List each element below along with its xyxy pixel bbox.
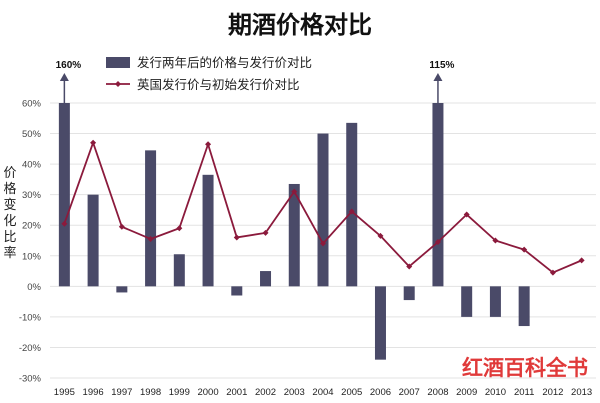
x-tick-label: 1997 bbox=[111, 387, 132, 398]
line-point bbox=[549, 269, 556, 276]
line-point bbox=[377, 232, 384, 239]
annotations: 160% 115% bbox=[56, 60, 455, 103]
y-tick-label: 20% bbox=[22, 221, 42, 232]
x-tick-label: 2006 bbox=[370, 387, 391, 398]
legend-label: 发行两年后的价格与发行价对比 bbox=[137, 55, 312, 70]
watermark: 红酒百科全书 bbox=[462, 356, 588, 380]
y-tick-label: 10% bbox=[22, 251, 42, 262]
chart-title: 期酒价格对比 bbox=[228, 11, 372, 39]
bar bbox=[87, 194, 99, 287]
x-tick-label: 2011 bbox=[514, 387, 534, 398]
bar bbox=[288, 183, 300, 287]
bar bbox=[260, 271, 272, 287]
bar bbox=[116, 286, 128, 293]
bar-series bbox=[58, 103, 530, 360]
line-point bbox=[262, 229, 269, 236]
x-tick-label: 2010 bbox=[485, 387, 506, 398]
line-point bbox=[61, 220, 68, 227]
x-tick-label: 2008 bbox=[427, 387, 448, 398]
line-point bbox=[291, 188, 298, 195]
y-tick-label: 50% bbox=[22, 129, 42, 140]
x-tick-label: 2007 bbox=[399, 387, 420, 398]
bar bbox=[518, 286, 530, 327]
bar bbox=[317, 133, 329, 287]
bar bbox=[173, 254, 185, 287]
x-tick-label: 2003 bbox=[284, 387, 305, 398]
y-label-char: 格 bbox=[3, 181, 16, 197]
y-tick-label: -30% bbox=[19, 374, 42, 385]
x-tick-label: 1998 bbox=[140, 387, 161, 398]
overflow-arrow-head bbox=[59, 73, 69, 81]
bar bbox=[403, 286, 415, 301]
line-point bbox=[205, 141, 212, 148]
overflow-value-label: 115% bbox=[429, 60, 454, 71]
bar bbox=[432, 103, 444, 287]
y-label-char: 价 bbox=[3, 166, 16, 181]
bar bbox=[145, 150, 157, 287]
line-point bbox=[118, 223, 125, 230]
y-tick-label: -20% bbox=[19, 343, 42, 354]
line-point bbox=[176, 225, 183, 232]
x-tick-label: 2012 bbox=[542, 387, 563, 398]
line-point bbox=[147, 235, 154, 242]
overflow-arrow-head bbox=[433, 73, 443, 81]
bar bbox=[374, 286, 386, 360]
x-tick-label: 2001 bbox=[226, 387, 247, 398]
y-axis-ticks: 60% 50% 40% 30% 20% 10% 0% -10% -20% -30% bbox=[19, 99, 42, 385]
y-tick-label: 0% bbox=[27, 282, 41, 293]
bar bbox=[461, 286, 473, 317]
legend-label: 英国发行价与初始发行价对比 bbox=[137, 77, 300, 92]
y-label-char: 变 bbox=[3, 197, 16, 213]
overflow-value-label: 160% bbox=[56, 60, 82, 71]
bar bbox=[58, 103, 70, 287]
line-point bbox=[90, 139, 97, 146]
line-point bbox=[578, 257, 585, 264]
line-point bbox=[463, 211, 470, 218]
y-label-char: 比 bbox=[3, 230, 16, 245]
x-tick-label: 1999 bbox=[169, 387, 190, 398]
y-tick-label: 60% bbox=[22, 99, 42, 110]
line-series bbox=[61, 139, 585, 276]
y-label-char: 率 bbox=[3, 245, 16, 261]
legend-bar-swatch bbox=[106, 57, 130, 68]
y-label-char: 化 bbox=[3, 214, 16, 229]
y-tick-label: -10% bbox=[19, 312, 42, 323]
line-point bbox=[348, 208, 355, 215]
line-point bbox=[233, 234, 240, 241]
line-point bbox=[434, 239, 441, 246]
x-tick-label: 1996 bbox=[83, 387, 104, 398]
x-tick-label: 2002 bbox=[255, 387, 276, 398]
y-tick-label: 30% bbox=[22, 190, 42, 201]
x-tick-label: 2000 bbox=[197, 387, 218, 398]
bar bbox=[202, 174, 214, 287]
line-point bbox=[492, 237, 499, 244]
line-point bbox=[406, 263, 413, 270]
x-tick-label: 2013 bbox=[571, 387, 592, 398]
x-tick-label: 1995 bbox=[54, 387, 75, 398]
bar bbox=[231, 286, 243, 296]
bar bbox=[346, 122, 358, 287]
x-tick-label: 2005 bbox=[341, 387, 362, 398]
line-point bbox=[521, 246, 528, 253]
x-axis-ticks: 1995 1996 1997 1998 1999 2000 2001 2002 2003 2004… bbox=[54, 387, 592, 398]
x-tick-label: 2009 bbox=[456, 387, 477, 398]
y-tick-label: 40% bbox=[22, 160, 42, 171]
legend-line-marker bbox=[115, 81, 121, 87]
line-point bbox=[320, 240, 326, 247]
bar bbox=[489, 286, 501, 317]
x-tick-label: 2004 bbox=[312, 387, 333, 398]
